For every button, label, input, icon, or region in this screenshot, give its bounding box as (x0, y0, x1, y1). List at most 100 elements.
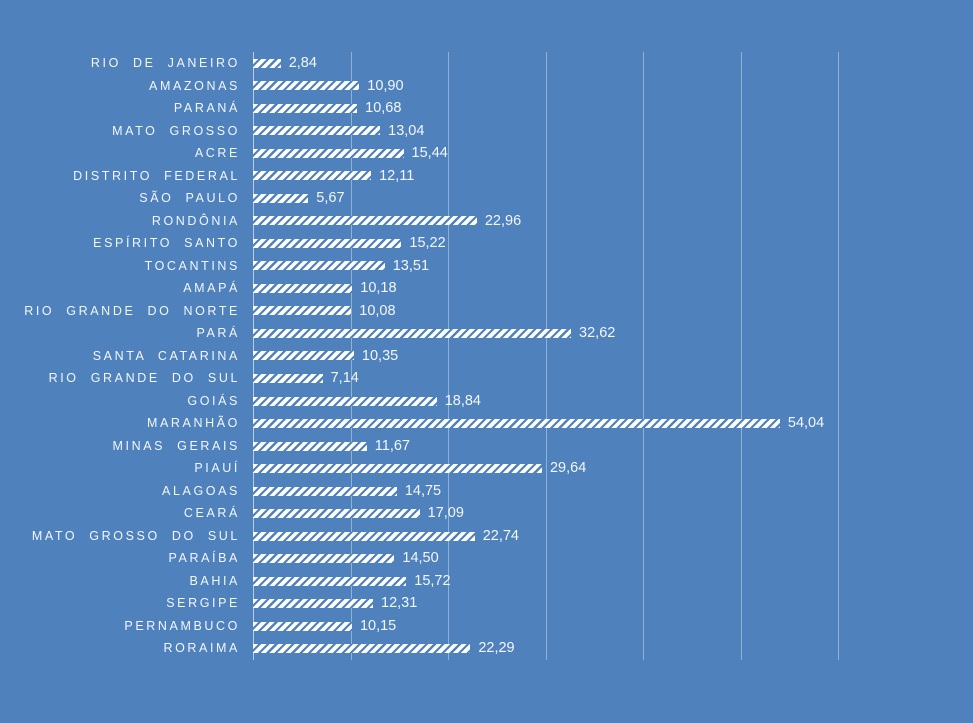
bar-row: RORAIMA 22,29 (0, 637, 973, 660)
bar-row: MINAS GERAIS 11,67 (0, 435, 973, 458)
value-label: 32,62 (579, 325, 616, 342)
bar-zone: 32,62 (253, 326, 973, 341)
bar-zone: 29,64 (253, 461, 973, 476)
value-label: 10,15 (359, 617, 397, 634)
value-label: 7,14 (330, 370, 359, 387)
category-label: ALAGOAS (162, 483, 240, 498)
category-label: PARÁ (196, 326, 240, 341)
bar-zone: 22,29 (253, 641, 973, 656)
category-label: GOIÁS (187, 393, 240, 408)
value-label: 13,04 (388, 122, 425, 139)
bar (253, 328, 572, 338)
bar (253, 193, 309, 203)
bar (253, 148, 404, 158)
value-label: 12,11 (379, 167, 415, 184)
category-label: MATO GROSSO (112, 123, 240, 138)
bar-zone: 14,50 (253, 551, 973, 566)
bar (253, 351, 354, 361)
value-label: 10,90 (367, 77, 404, 94)
bar (253, 81, 360, 91)
gridline (643, 52, 644, 660)
bar (253, 576, 407, 586)
gridline (740, 52, 742, 660)
value-label: 12,31 (381, 595, 418, 612)
bar (253, 599, 374, 609)
bar-row: AMAZONAS 10,90 (0, 75, 973, 98)
bar-zone: 12,31 (253, 596, 973, 611)
bar (253, 171, 372, 181)
bar-zone: 13,51 (253, 259, 973, 274)
bar-row: RIO GRANDE DO NORTE 10,08 (0, 300, 973, 323)
category-label: RONDÔNIA (151, 213, 240, 228)
bar-row: SERGIPE 12,31 (0, 592, 973, 615)
category-label: BAHIA (189, 573, 240, 588)
bar (253, 126, 381, 136)
bar (253, 531, 475, 541)
value-label: 22,74 (482, 527, 519, 544)
category-label: AMAZONAS (149, 78, 240, 93)
bar-zone: 18,84 (253, 394, 973, 409)
bar-zone: 13,04 (253, 124, 973, 139)
category-label: RIO GRANDE DO NORTE (24, 303, 240, 318)
value-label: 14,50 (402, 550, 439, 567)
bar-row: PERNAMBUCO 10,15 (0, 615, 973, 638)
bar-zone: 15,22 (253, 236, 973, 251)
bar-row: PARÁ 32,62 (0, 322, 973, 345)
bar-zone: 15,72 (253, 574, 973, 589)
category-label: PARAÍBA (168, 551, 240, 566)
value-label: 11,67 (374, 437, 410, 454)
bar (253, 554, 395, 564)
bar (253, 509, 420, 519)
value-label: 10,35 (361, 347, 399, 364)
category-label: AMAPÁ (183, 281, 240, 296)
bar (253, 419, 780, 429)
bar (253, 103, 358, 113)
bar-row: PARANÁ 10,68 (0, 97, 973, 120)
bar-zone: 10,08 (253, 304, 973, 319)
bar-row: BAHIA 15,72 (0, 570, 973, 593)
bar-zone: 5,67 (253, 191, 973, 206)
bar-zone: 2,84 (253, 56, 973, 71)
bar-zone: 54,04 (253, 416, 973, 431)
category-label: SANTA CATARINA (92, 348, 240, 363)
category-label: RORAIMA (163, 641, 240, 656)
value-label: 2,84 (288, 55, 317, 71)
bar-row: SÃO PAULO 5,67 (0, 187, 973, 210)
bar (253, 261, 385, 271)
bar-row: ACRE 15,44 (0, 142, 973, 165)
bar-row: ALAGOAS 14,75 (0, 480, 973, 503)
bar (253, 464, 542, 474)
gridline (448, 52, 449, 660)
category-label: PIAUÍ (194, 461, 240, 476)
bar-row: RIO GRANDE DO SUL 7,14 (0, 367, 973, 390)
bar-zone: 10,18 (253, 281, 973, 296)
category-label: RIO DE JANEIRO (90, 56, 240, 70)
bar-zone: 15,44 (253, 146, 973, 161)
value-label: 17,09 (427, 505, 464, 522)
bar-zone: 7,14 (253, 371, 973, 386)
bar-row: ESPÍRITO SANTO 15,22 (0, 232, 973, 255)
bar-zone: 10,35 (253, 349, 973, 364)
category-label: MARANHÃO (146, 416, 240, 431)
bar-zone: 14,75 (253, 484, 973, 499)
bar (253, 374, 323, 383)
bar-row: SANTA CATARINA 10,35 (0, 345, 973, 368)
bar (253, 238, 402, 248)
category-label: CEARÁ (183, 506, 240, 521)
bar-row: MARANHÃO 54,04 (0, 412, 973, 435)
bar-zone: 10,90 (253, 79, 973, 94)
value-label: 15,44 (411, 145, 448, 162)
value-label: 10,18 (360, 280, 397, 297)
value-label: 5,67 (316, 190, 345, 207)
bar (253, 441, 367, 451)
category-label: DISTRITO FEDERAL (73, 168, 240, 183)
bar-zone: 17,09 (253, 506, 973, 521)
bar-row: MATO GROSSO 13,04 (0, 120, 973, 143)
category-label: ACRE (194, 146, 240, 161)
bar (253, 283, 353, 293)
category-label: MATO GROSSO DO SUL (31, 528, 240, 543)
bar (253, 58, 281, 68)
value-label: 54,04 (787, 415, 825, 432)
bar-zone: 11,67 (253, 439, 973, 454)
value-label: 22,29 (478, 640, 515, 657)
